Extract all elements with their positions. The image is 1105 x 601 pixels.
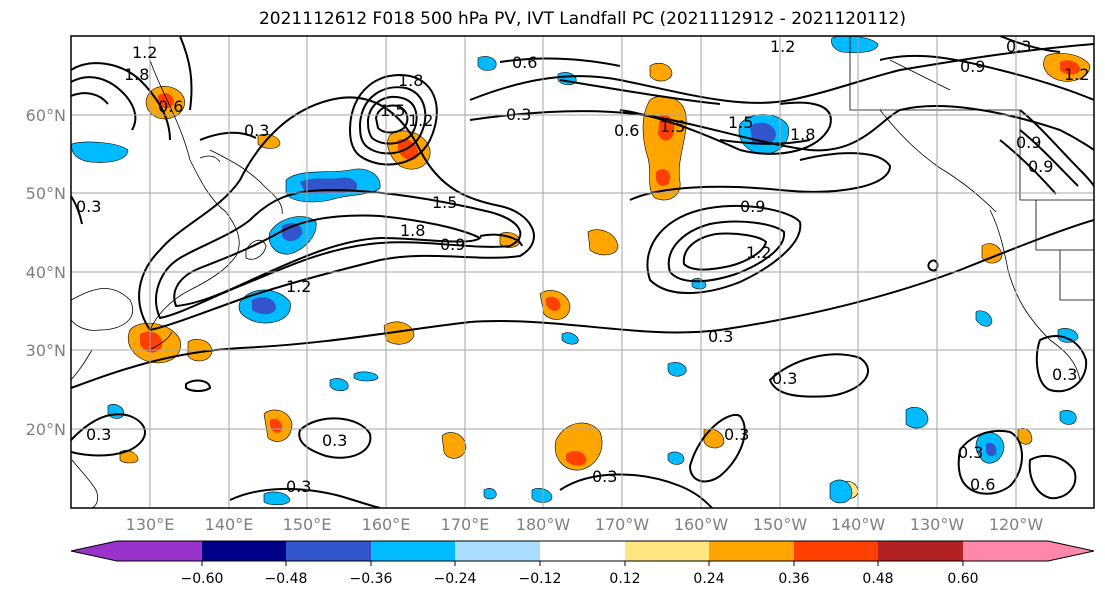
colorbar-outline	[70, 540, 1095, 562]
contour-label: 0.3	[724, 425, 749, 444]
colorbar-segment	[963, 541, 1048, 561]
colorbar: −0.60 −0.48 −0.36 −0.24 −0.12 0.12 0.24 …	[70, 540, 1095, 587]
colorbar-tick-label: 0.48	[862, 571, 893, 587]
lat-label: 30°N	[26, 341, 66, 360]
colorbar-tick-label: 0.36	[778, 571, 809, 587]
contour-label: 1.8	[398, 71, 423, 90]
contour-label: 1.2	[408, 111, 433, 130]
contour-label: 1.5	[728, 113, 753, 132]
contour-label: 0.6	[970, 475, 995, 494]
contour-label: 1.8	[790, 125, 815, 144]
lon-label: 160°E	[362, 515, 411, 534]
contour-label: 0.9	[1028, 157, 1053, 176]
lon-label: 170°W	[595, 515, 650, 534]
colorbar-segment	[540, 541, 625, 561]
colorbar-segment	[794, 541, 878, 561]
contour-label: 0.6	[512, 53, 537, 72]
contour-label: 1.8	[400, 221, 425, 240]
colorbar-tick-label: −0.48	[265, 571, 308, 587]
contour-label: 0.9	[440, 235, 465, 254]
contour-label: 0.3	[592, 467, 617, 486]
colorbar-tick-label: 0.60	[947, 571, 978, 587]
contour-label: 0.3	[1052, 365, 1077, 384]
latitude-labels: 60°N 50°N 40°N 30°N 20°N	[26, 106, 66, 439]
lon-label: 140°E	[205, 515, 254, 534]
contour-label: 0.9	[960, 57, 985, 76]
graticule	[71, 36, 1094, 508]
colorbar-segment	[202, 541, 286, 561]
contour-label: 0.3	[244, 121, 269, 140]
contour-label: 1.5	[660, 117, 685, 136]
contour-lines	[71, 36, 1094, 508]
colorbar-segment	[117, 541, 202, 561]
contour-label: 0.3	[86, 425, 111, 444]
colorbar-segment	[709, 541, 794, 561]
contour-label: 1.2	[746, 243, 771, 262]
colorbar-segment	[371, 541, 455, 561]
contour-label: 1.2	[286, 277, 311, 296]
contour-label: 0.9	[740, 197, 765, 216]
lon-label: 150°E	[283, 515, 332, 534]
colorbar-segment	[455, 541, 540, 561]
colorbar-segment	[625, 541, 709, 561]
lon-label: 160°W	[674, 515, 729, 534]
contour-label: 1.2	[770, 37, 795, 56]
lon-label: 120°W	[989, 515, 1044, 534]
lon-label: 130°E	[126, 515, 175, 534]
lon-label: 180°W	[516, 515, 571, 534]
contour-label: 1.5	[432, 193, 457, 212]
contour-label: 1.8	[124, 65, 149, 84]
lon-label: 150°W	[753, 515, 808, 534]
contour-label: 0.3	[1006, 37, 1031, 56]
colorbar-tick-label: 0.24	[693, 571, 724, 587]
colorbar-tick-label: −0.12	[519, 571, 562, 587]
lon-label: 130°W	[910, 515, 965, 534]
contour-label: 0.3	[772, 369, 797, 388]
coastlines	[71, 36, 1094, 508]
lat-label: 50°N	[26, 184, 66, 203]
lat-label: 60°N	[26, 106, 66, 125]
lat-label: 20°N	[26, 420, 66, 439]
contour-label: 1.2	[132, 43, 157, 62]
contour-label: 0.9	[1016, 133, 1041, 152]
colorbar-tick-label: −0.60	[181, 571, 224, 587]
contour-label: 0.3	[708, 327, 733, 346]
map-title: 2021112612 F018 500 hPa PV, IVT Landfall…	[258, 9, 906, 29]
contour-label: 0.3	[506, 105, 531, 124]
map-frame	[70, 35, 1095, 509]
contour-label: 0.3	[958, 443, 983, 462]
colorbar-segment	[286, 541, 371, 561]
colorbar-extend-high	[1048, 541, 1094, 561]
contour-label: 0.6	[158, 97, 183, 116]
contour-labels: 1.2 1.8 0.6 0.3 1.8 1.5 1.2 0.6 1.5 1.8 …	[76, 37, 1089, 496]
contour-label: 0.3	[322, 431, 347, 450]
colorbar-tick-label: −0.36	[350, 571, 393, 587]
colorbar-tick-label: 0.12	[609, 571, 640, 587]
colorbar-tick-label: −0.24	[434, 571, 477, 587]
lon-label: 170°E	[441, 515, 490, 534]
colorbar-segment	[878, 541, 963, 561]
contour-label: 0.3	[286, 477, 311, 496]
contour-label: 1.2	[1064, 65, 1089, 84]
lat-label: 40°N	[26, 263, 66, 282]
contour-label: 1.5	[380, 101, 405, 120]
lon-label: 140°W	[831, 515, 886, 534]
contour-label: 0.6	[614, 121, 639, 140]
contour-label: 0.3	[76, 197, 101, 216]
longitude-labels: 130°E 140°E 150°E 160°E 170°E 180°W 170°…	[126, 515, 1044, 534]
colorbar-extend-low	[71, 541, 117, 561]
